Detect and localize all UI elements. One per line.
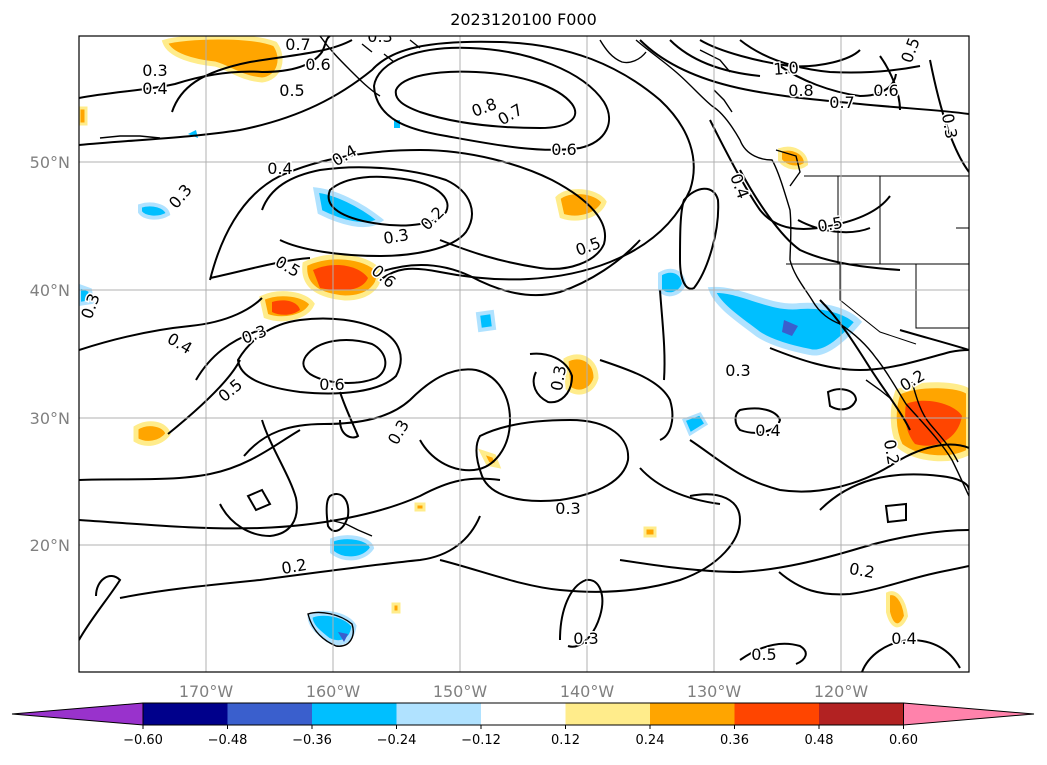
contour-label: 0.3: [573, 629, 598, 648]
colorbar-bin: [565, 703, 650, 725]
contour-label: 1.0: [773, 58, 800, 79]
colorbar-tick-label: −0.60: [123, 733, 163, 748]
colorbar-bin: [396, 703, 481, 725]
lat-label: 50°N: [30, 153, 70, 172]
colorbar-bin: [143, 703, 228, 725]
lon-label: 120°W: [814, 682, 869, 701]
contour-label: 0.6: [319, 375, 344, 394]
lon-label: 140°W: [560, 682, 615, 701]
colorbar-tick-label: 0.36: [720, 733, 749, 748]
contour-label: 0.5: [751, 645, 776, 664]
colorbar-extension-high: [903, 702, 1035, 726]
colorbar-bin: [819, 703, 904, 725]
colorbar-bin: [650, 703, 735, 725]
state-borders: [786, 175, 969, 345]
map-title: 2023120100 F000: [450, 10, 597, 29]
contour-lines: [79, 36, 969, 672]
colorbar-tick-label: 0.12: [551, 733, 580, 748]
lon-label: 130°W: [687, 682, 742, 701]
contour-label: 0.3: [367, 27, 392, 46]
colorbar-extension-low: [11, 702, 144, 726]
colorbar-tick-label: −0.24: [377, 733, 417, 748]
colorbar-tick-label: 0.48: [805, 733, 834, 748]
lat-label: 30°N: [30, 409, 70, 428]
contour-label: 0.4: [267, 159, 292, 178]
latitude-labels: 50°N 40°N 30°N 20°N: [30, 153, 70, 555]
colorbar-bin: [227, 703, 312, 725]
coastlines: [99, 36, 969, 647]
colorbar-bin: [481, 703, 566, 725]
contour-label: 0.3: [142, 61, 167, 80]
contour-label: 0.6: [873, 81, 898, 100]
longitude-labels: 170°W 160°W 150°W 140°W 130°W 120°W: [179, 682, 869, 701]
contour-label: 0.6: [305, 55, 330, 74]
contour-label: 0.3: [725, 361, 750, 380]
map-area: [79, 36, 969, 672]
lon-label: 170°W: [179, 682, 234, 701]
contour-label: 0.7: [285, 35, 310, 54]
contour-label: 0.6: [551, 140, 576, 159]
colorbar-tick-label: −0.12: [461, 733, 501, 748]
gridlines: [79, 36, 969, 672]
contour-label: 0.8: [788, 81, 813, 100]
contour-label: 0.7: [829, 93, 854, 112]
colorbar-tick-label: 0.24: [636, 733, 665, 748]
colorbar: −0.60 −0.48 −0.36 −0.24 −0.12 0.12 0.24 0.36 0.4…: [11, 702, 1035, 748]
colorbar-tick-label: −0.48: [208, 733, 248, 748]
contour-label: 0.3: [555, 499, 580, 518]
map-frame: [78, 35, 970, 673]
contour-label: 0.4: [142, 79, 167, 98]
colorbar-outline: [142, 702, 904, 726]
lat-label: 20°N: [30, 536, 70, 555]
colorbar-bin: [734, 703, 819, 725]
colorbar-bin: [312, 703, 397, 725]
contour-label: 0.4: [755, 421, 780, 440]
lon-label: 150°W: [433, 682, 488, 701]
contour-label: 0.2: [880, 438, 903, 466]
colorbar-tick-label: −0.36: [292, 733, 332, 748]
contour-label: 0.4: [891, 629, 916, 648]
colorbar-tick-label: 0.60: [889, 733, 918, 748]
lat-label: 40°N: [30, 281, 70, 300]
contour-label: 0.3: [382, 225, 410, 248]
shaded-anomalies: [79, 36, 969, 646]
contour-label: 0.5: [279, 81, 304, 100]
lon-label: 160°W: [306, 682, 361, 701]
